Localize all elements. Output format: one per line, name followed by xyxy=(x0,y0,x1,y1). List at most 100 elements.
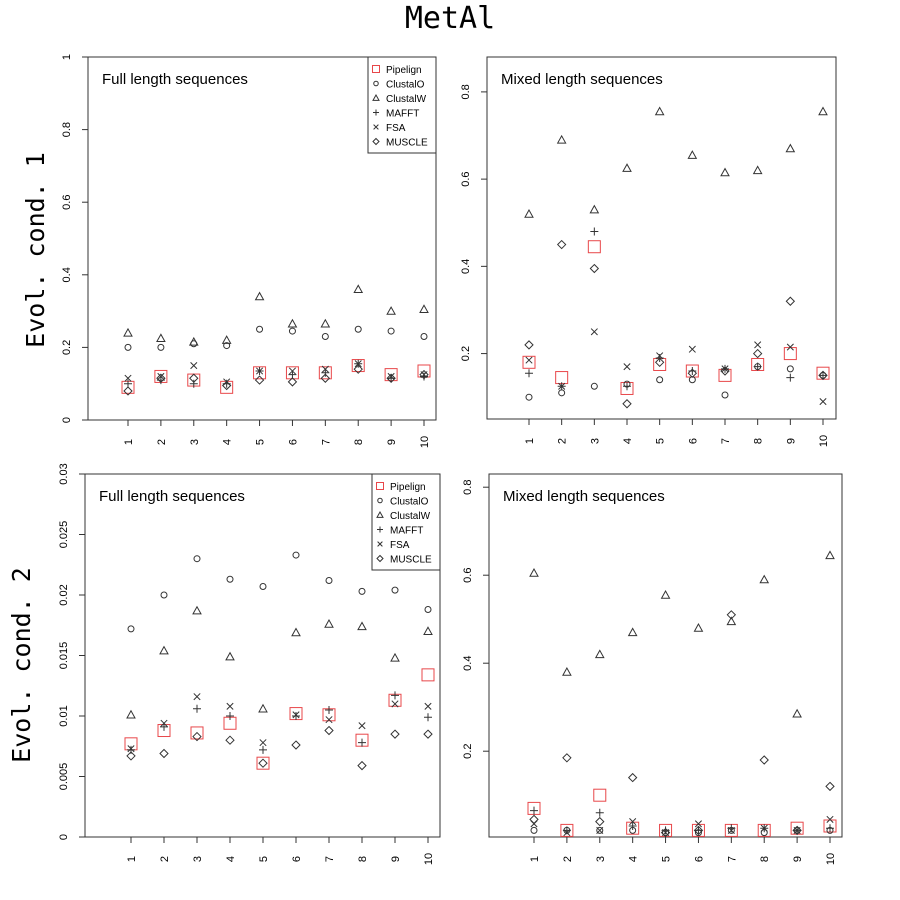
point-fsa-8 xyxy=(760,824,768,832)
point-clustalo-2 xyxy=(558,389,566,397)
panel-title: Full length sequences xyxy=(102,71,248,88)
point-clustalw-5 xyxy=(258,703,268,713)
point-muscle-3 xyxy=(192,731,202,742)
point-fsa-5 xyxy=(656,352,664,360)
point-clustalw-8 xyxy=(353,284,364,294)
point-fsa-9 xyxy=(387,372,395,380)
point-clustalw-10 xyxy=(818,106,828,116)
point-clustalw-3 xyxy=(188,336,199,346)
point-clustalw-1 xyxy=(524,208,534,218)
x-tick-label: 10 xyxy=(825,853,837,865)
point-clustalw-5 xyxy=(660,589,671,599)
point-clustalw-6 xyxy=(287,318,298,328)
x-tick-label: 2 xyxy=(557,438,569,444)
point-fsa-7 xyxy=(325,716,333,724)
legend-entry: ClustalW xyxy=(390,511,431,522)
point-fsa-7 xyxy=(721,365,729,373)
point-clustalw-7 xyxy=(726,616,737,626)
point-mafft-4 xyxy=(623,382,631,391)
point-clustalw-9 xyxy=(792,708,802,718)
point-clustalo-3 xyxy=(590,382,598,390)
point-muscle-5 xyxy=(258,758,268,768)
x-tick-label: 7 xyxy=(720,438,732,444)
point-clustalw-7 xyxy=(320,318,331,328)
legend-entry: MAFFT xyxy=(390,526,423,537)
point-clustalo-1 xyxy=(127,625,135,633)
point-fsa-2 xyxy=(558,382,566,390)
plot-frame xyxy=(87,56,437,421)
point-mafft-3 xyxy=(590,227,599,236)
point-mafft-4 xyxy=(226,712,234,720)
point-muscle-6 xyxy=(693,825,704,836)
point-fsa-3 xyxy=(193,693,201,701)
x-tick-label: 3 xyxy=(192,856,204,862)
x-tick-label: 5 xyxy=(258,856,270,862)
point-muscle-6 xyxy=(287,377,298,387)
point-fsa-1 xyxy=(127,745,135,753)
point-clustalo-2 xyxy=(157,343,165,351)
point-mafft-6 xyxy=(694,826,703,835)
point-muscle-9 xyxy=(785,296,796,306)
x-tick-label: 1 xyxy=(524,438,536,444)
point-muscle-5 xyxy=(660,827,671,838)
y-tick-label: 0.8 xyxy=(61,122,73,137)
point-fsa-3 xyxy=(596,826,604,834)
x-tick-label: 2 xyxy=(562,856,574,862)
x-tick-label: 8 xyxy=(353,439,365,445)
point-mafft-1 xyxy=(127,745,135,754)
point-mafft-9 xyxy=(391,691,399,700)
point-clustalo-5 xyxy=(259,583,267,591)
point-fsa-2 xyxy=(160,719,168,727)
panel-2: Mixed length sequences 0.2 0.4 0.6 0.8 1 2 3 4 5 6… xyxy=(460,56,837,447)
point-mafft-7 xyxy=(321,368,330,377)
point-mafft-10 xyxy=(826,824,834,833)
point-muscle-10 xyxy=(825,781,835,792)
point-fsa-8 xyxy=(358,722,366,730)
figure-title: MetAl xyxy=(405,1,495,36)
legend-entry: ClustalO xyxy=(390,497,429,508)
legend-symbol-fsa xyxy=(373,124,379,130)
point-muscle-3 xyxy=(595,816,605,827)
point-mafft-7 xyxy=(325,705,333,714)
y-tick-label: 0.025 xyxy=(58,521,70,549)
x-tick-label: 8 xyxy=(753,438,765,444)
point-clustalw-8 xyxy=(357,621,367,631)
point-muscle-7 xyxy=(720,366,730,376)
point-clustalw-10 xyxy=(423,626,433,635)
point-pipelign-5 xyxy=(253,366,267,380)
point-muscle-9 xyxy=(386,373,396,383)
plot-frame xyxy=(486,56,837,420)
x-tick-label: 7 xyxy=(320,439,332,445)
legend-symbol-mafft xyxy=(377,526,383,533)
x-tick-label: 4 xyxy=(628,856,640,862)
point-muscle-4 xyxy=(221,380,232,391)
point-clustalw-1 xyxy=(126,709,136,719)
legend-entry: FSA xyxy=(390,540,410,551)
point-fsa-6 xyxy=(694,820,702,828)
point-mafft-9 xyxy=(387,374,396,383)
point-mafft-3 xyxy=(189,379,198,388)
point-mafft-8 xyxy=(753,362,762,371)
point-mafft-8 xyxy=(358,738,366,747)
row-label-2: Evol. cond. 2 xyxy=(7,567,36,763)
point-pipelign-3 xyxy=(593,788,607,802)
row-label-1: Evol. cond. 1 xyxy=(21,152,50,348)
point-clustalw-1 xyxy=(529,567,539,577)
point-clustalw-7 xyxy=(324,619,334,628)
point-muscle-1 xyxy=(524,340,534,350)
legend-entry: Pipelign xyxy=(390,482,426,493)
legend-symbol-muscle xyxy=(372,137,380,146)
point-fsa-7 xyxy=(727,826,735,834)
y-tick-label: 0.015 xyxy=(58,642,70,670)
point-pipelign-6 xyxy=(285,366,299,380)
x-tick-label: 9 xyxy=(390,856,402,862)
point-mafft-1 xyxy=(525,369,533,378)
legend-entry: MUSCLE xyxy=(386,138,428,149)
legend-box xyxy=(367,56,437,154)
point-pipelign-8 xyxy=(351,359,365,373)
point-muscle-6 xyxy=(687,368,698,378)
x-tick-label: 1 xyxy=(123,439,135,445)
x-tick-label: 8 xyxy=(759,856,771,862)
point-clustalw-2 xyxy=(156,333,166,343)
point-muscle-2 xyxy=(159,748,169,759)
